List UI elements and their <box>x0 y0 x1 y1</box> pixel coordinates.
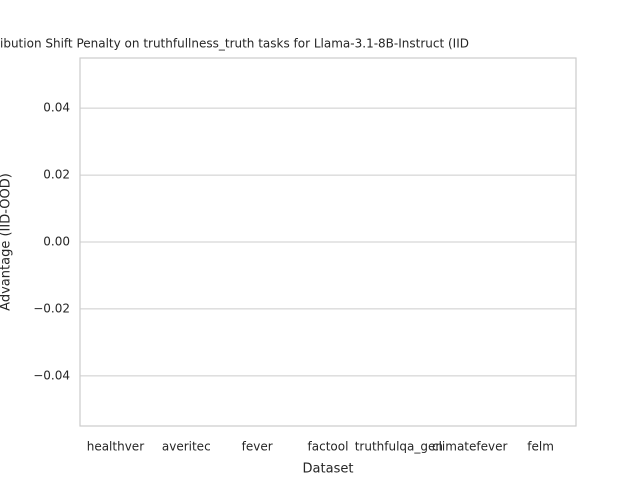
x-tick-label: fever <box>242 440 273 454</box>
y-tick-label: 0.00 <box>43 235 70 249</box>
chart-title: ibution Shift Penalty on truthfullness_t… <box>0 37 469 51</box>
y-tick-label: −0.02 <box>33 301 70 315</box>
y-tick-label: 0.02 <box>43 168 70 182</box>
x-axis-title: Dataset <box>303 462 354 477</box>
x-tick-label: healthver <box>87 440 144 454</box>
x-tick-label: averitec <box>162 440 211 454</box>
x-tick-label: truthfulqa_gen <box>355 440 443 454</box>
x-tick-label: climatefever <box>432 440 507 454</box>
plot-frame <box>79 57 577 427</box>
x-tick-label: felm <box>527 440 554 454</box>
y-tick-label: 0.04 <box>43 101 70 115</box>
y-tick-label: −0.04 <box>33 368 70 382</box>
x-tick-label: factool <box>308 440 349 454</box>
y-axis-title: Advantage (IID-OOD) <box>0 173 14 311</box>
